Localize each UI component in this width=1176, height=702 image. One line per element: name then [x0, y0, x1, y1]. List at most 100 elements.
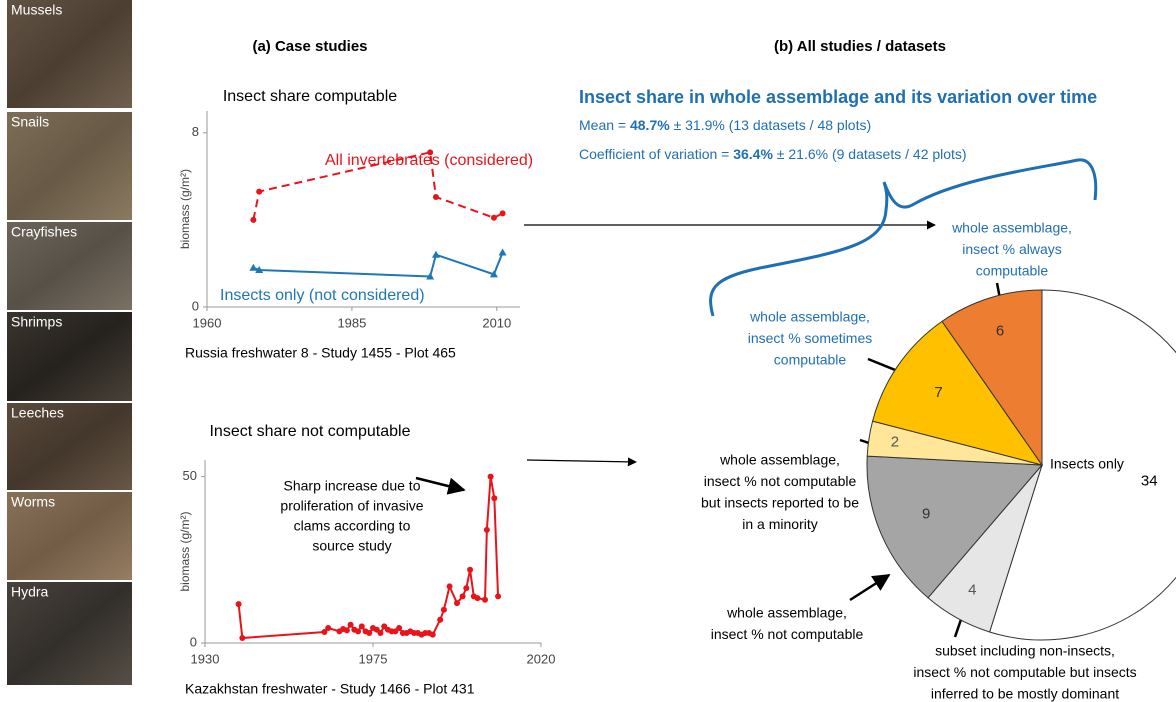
point: [489, 270, 498, 278]
point: [358, 623, 365, 630]
photo-label: Worms: [11, 494, 55, 510]
point: [321, 629, 328, 636]
category-label: whole assemblage,: [719, 452, 840, 468]
category-label: but insects reported to be: [701, 495, 859, 511]
category-label: insect % sometimes: [748, 330, 872, 346]
annotation: proliferation of invasive: [280, 498, 423, 514]
slice-value: 6: [996, 322, 1004, 339]
photo-texture: [7, 492, 132, 580]
category-label: subset including non-insects,: [935, 643, 1115, 659]
point: [474, 595, 481, 602]
slice-value: 9: [922, 506, 930, 523]
photo-texture: [7, 222, 132, 310]
slice-value: 34: [1141, 472, 1158, 489]
annotation: Sharp increase due to: [284, 478, 421, 494]
photo-texture: [7, 0, 132, 108]
point: [491, 495, 498, 502]
point: [427, 149, 434, 156]
x-tick-label: 1930: [191, 651, 220, 666]
photo-label: Crayfishes: [11, 224, 77, 240]
y-tick-label: 50: [183, 468, 197, 483]
summary-part: Coefficient of variation =: [579, 146, 733, 162]
point: [459, 593, 466, 600]
summary-part: 48.7%: [630, 117, 670, 133]
x-tick-label: 1960: [193, 315, 222, 330]
point: [499, 210, 506, 217]
y-tick-label: 0: [190, 634, 197, 649]
slice-value: 7: [934, 384, 942, 401]
photo-strip: Mussels Snails Crayfishes Shrimps Leeches Wor…: [7, 0, 132, 685]
point: [454, 600, 460, 607]
y-axis-label: biomass (g/m²): [178, 169, 192, 249]
series-label: Insects only (not considered): [220, 287, 425, 304]
point: [396, 625, 403, 632]
category-label: computable: [774, 352, 847, 368]
point: [256, 188, 263, 195]
photo-label: Hydra: [11, 584, 49, 600]
point: [249, 263, 258, 271]
point: [426, 272, 435, 280]
category-label: whole assemblage,: [951, 220, 1072, 236]
summary-part: 36.4%: [733, 146, 773, 162]
photo-label: Snails: [11, 114, 49, 130]
point: [490, 214, 497, 221]
photo-label: Shrimps: [11, 314, 62, 330]
point: [487, 473, 494, 480]
x-tick-label: 2020: [527, 651, 556, 666]
x-tick-label: 2010: [482, 315, 511, 330]
point: [463, 585, 470, 592]
photo-texture: [7, 403, 132, 490]
series-label: All invertebrates (considered): [325, 152, 533, 169]
point: [440, 606, 447, 613]
series-line: [253, 252, 504, 278]
pie-slice: [988, 289, 1176, 641]
connector-arrow: [526, 457, 637, 467]
point: [437, 616, 444, 623]
point: [483, 526, 490, 533]
photo-label: Mussels: [11, 2, 62, 18]
category-label: in a minority: [742, 516, 817, 532]
x-tick-label: 1975: [359, 651, 388, 666]
pie-slice: [941, 289, 1043, 467]
panel-title: (a) Case studies: [252, 38, 367, 55]
point: [347, 621, 354, 628]
point: [467, 566, 474, 573]
pie-slice: [871, 320, 1044, 466]
summary-line: Mean = 48.7% ± 31.9% (13 datasets / 48 p…: [579, 117, 871, 133]
annotation: clams according to: [294, 518, 411, 534]
chart-title: Insect share not computable: [209, 423, 410, 440]
point: [498, 248, 507, 256]
pie-slice: [866, 455, 1044, 599]
category-label: insect % not computable but insects: [913, 664, 1136, 680]
point: [355, 628, 362, 635]
category-label: insect % not computable: [704, 473, 857, 489]
category-label: whole assemblage,: [726, 605, 847, 621]
annotation-arrow: [415, 476, 466, 495]
x-tick-label: 1985: [337, 315, 366, 330]
annotation: source study: [312, 538, 391, 554]
point: [429, 631, 436, 638]
label-arrow: [849, 573, 891, 602]
caption: Kazakhstan freshwater - Study 1466 - Plo…: [185, 681, 475, 697]
category-label: inferred to be mostly dominant: [931, 686, 1119, 702]
point: [255, 265, 264, 273]
summary-title: Insect share in whole assemblage and its…: [579, 87, 1097, 107]
point: [446, 583, 453, 590]
y-axis-label: biomass (g/m²): [178, 511, 192, 591]
slice-value: 2: [891, 433, 899, 450]
slice-value: 4: [968, 581, 976, 598]
category-label: insect % not computable: [711, 626, 864, 642]
photo-texture: [7, 312, 132, 401]
category-label: computable: [976, 263, 1049, 279]
category-label: Insects only: [1050, 456, 1124, 472]
summary-line: Coefficient of variation = 36.4% ± 21.6%…: [579, 146, 967, 162]
point: [377, 630, 384, 637]
point: [366, 630, 373, 637]
summary-part: ± 31.9% (13 datasets / 48 plots): [670, 117, 871, 133]
y-tick-label: 0: [192, 298, 199, 313]
category-label: whole assemblage,: [749, 309, 870, 325]
point: [432, 194, 439, 201]
point: [482, 596, 488, 603]
panel-title: (b) All studies / datasets: [774, 38, 946, 55]
